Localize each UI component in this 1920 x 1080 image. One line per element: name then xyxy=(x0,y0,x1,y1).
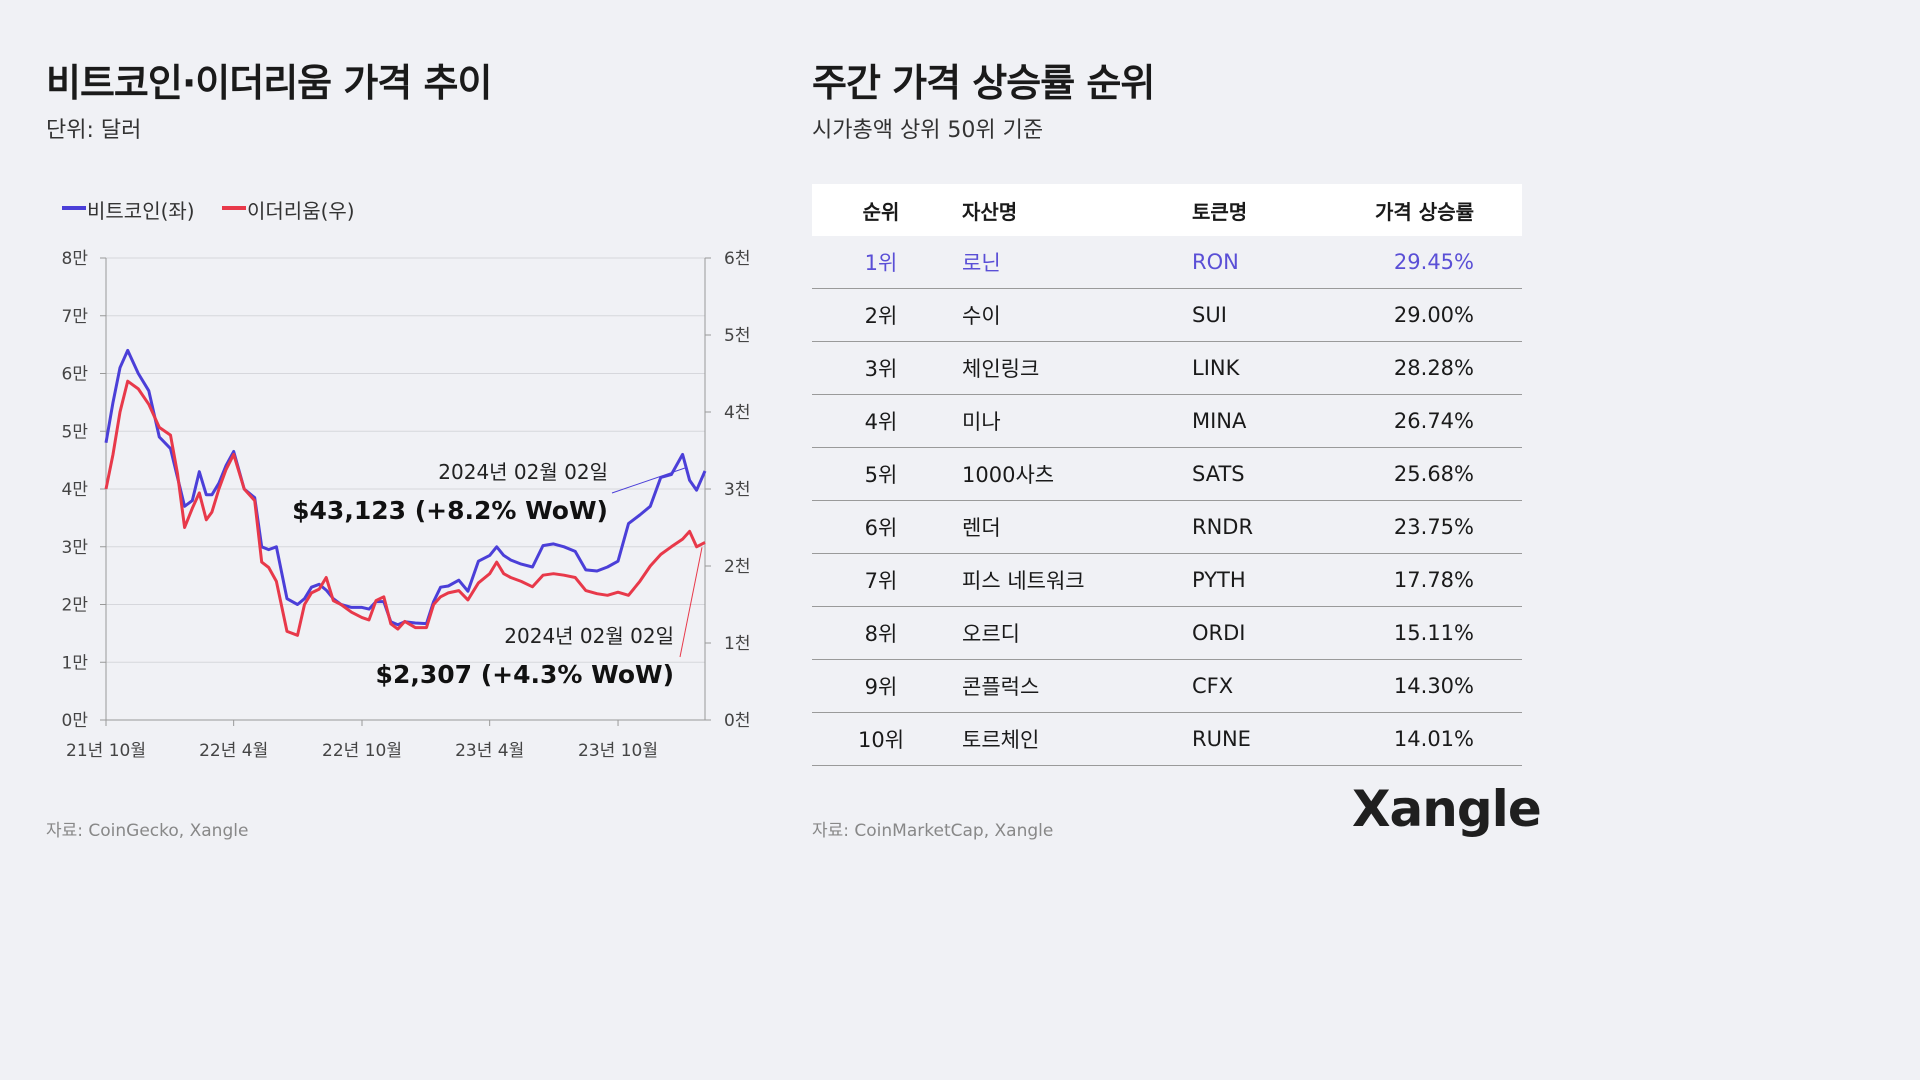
asset-cell: 렌더 xyxy=(962,516,1001,540)
btc-annotation-value: $43,123 (+8.2% WoW) xyxy=(292,496,608,525)
asset-cell: 토르체인 xyxy=(962,728,1040,752)
rank-cell: 1위 xyxy=(864,251,898,275)
token-cell: RUNE xyxy=(1192,727,1251,751)
asset-cell: 피스 네트워크 xyxy=(962,569,1085,593)
table-row: 4위 미나 MINA 26.74% xyxy=(812,395,1522,448)
token-cell: ORDI xyxy=(1192,621,1246,645)
token-cell: PYTH xyxy=(1192,568,1246,592)
y-right-tick-label: 6천 xyxy=(724,249,750,269)
table-row: 1위 로닌 RON 29.45% xyxy=(812,236,1522,289)
btc-leader-line xyxy=(611,467,686,494)
y-left-tick-label: 0만 xyxy=(62,711,89,731)
y-right-tick-label: 4천 xyxy=(724,403,750,423)
asset-cell: 미나 xyxy=(962,410,1001,434)
table-source: 자료: CoinMarketCap, Xangle xyxy=(812,821,1054,841)
asset-cell: 수이 xyxy=(962,304,1001,328)
change-cell: 29.00% xyxy=(1393,303,1474,327)
token-cell: SATS xyxy=(1192,462,1245,486)
y-left-tick-label: 8만 xyxy=(62,249,89,269)
chart-subtitle: 단위: 달러 xyxy=(46,118,142,143)
y-left-tick-label: 3만 xyxy=(62,538,89,558)
eth-annotation-date: 2024년 02월 02일 xyxy=(504,624,674,648)
y-right-tick-label: 2천 xyxy=(724,557,750,577)
x-tick-label: 22년 10월 xyxy=(322,741,402,761)
table-row: 6위 렌더 RNDR 23.75% xyxy=(812,501,1522,554)
table-row: 8위 오르디 ORDI 15.11% xyxy=(812,607,1522,660)
table-row: 5위 1000사츠 SATS 25.68% xyxy=(812,448,1522,501)
asset-cell: 콘플럭스 xyxy=(962,675,1040,699)
ranking-table: 순위 자산명 토큰명 가격 상승률 1위 로닌 RON 29.45% 2위 수이 SUI 29… xyxy=(812,184,1522,766)
table-row: 7위 피스 네트워크 PYTH 17.78% xyxy=(812,554,1522,607)
change-cell: 14.30% xyxy=(1393,674,1474,698)
x-tick-label: 21년 10월 xyxy=(66,741,146,761)
rank-cell: 5위 xyxy=(864,463,898,487)
y-right-tick-label: 3천 xyxy=(724,480,750,500)
btc-line xyxy=(104,348,707,627)
rank-cell: 7위 xyxy=(864,569,898,593)
eth-annotation-value: $2,307 (+4.3% WoW) xyxy=(376,660,674,689)
rank-cell: 2위 xyxy=(864,304,898,328)
col-asset: 자산명 xyxy=(962,199,1018,224)
table-row: 10위 토르체인 RUNE 14.01% xyxy=(812,713,1522,766)
change-cell: 25.68% xyxy=(1393,462,1474,486)
y-left-tick-label: 5만 xyxy=(62,422,89,442)
y-right-tick-label: 5천 xyxy=(724,326,750,346)
legend-label: 비트코인(좌) xyxy=(87,199,195,223)
chart-title: 비트코인·이더리움 가격 추이 xyxy=(46,61,492,105)
change-cell: 29.45% xyxy=(1393,250,1474,274)
table-title: 주간 가격 상승률 순위 xyxy=(812,61,1155,105)
asset-cell: 오르디 xyxy=(962,622,1020,646)
token-cell: RNDR xyxy=(1192,515,1254,539)
y-right-tick-label: 0천 xyxy=(724,711,750,731)
x-tick-label: 23년 4월 xyxy=(455,741,524,761)
eth-leader-line xyxy=(679,547,703,658)
y-left-tick-label: 7만 xyxy=(62,307,89,327)
btc-annotation-date: 2024년 02월 02일 xyxy=(438,460,608,484)
token-cell: MINA xyxy=(1192,409,1247,433)
rank-cell: 10위 xyxy=(857,728,905,752)
token-cell: LINK xyxy=(1192,356,1240,380)
asset-cell: 1000사츠 xyxy=(962,463,1055,487)
change-cell: 14.01% xyxy=(1393,727,1474,751)
change-cell: 23.75% xyxy=(1393,515,1474,539)
y-left-tick-label: 6만 xyxy=(62,365,89,385)
token-cell: RON xyxy=(1192,250,1239,274)
change-cell: 28.28% xyxy=(1393,356,1474,380)
asset-cell: 로닌 xyxy=(962,251,1001,275)
y-left-tick-label: 1만 xyxy=(62,653,89,673)
table-row: 3위 체인링크 LINK 28.28% xyxy=(812,342,1522,395)
col-token: 토큰명 xyxy=(1192,199,1248,224)
eth-line xyxy=(104,379,706,637)
token-cell: CFX xyxy=(1192,674,1234,698)
change-cell: 15.11% xyxy=(1393,621,1474,645)
col-rank: 순위 xyxy=(862,199,900,224)
xangle-logo: Xangle xyxy=(1352,780,1542,838)
x-tick-label: 23년 10월 xyxy=(578,741,658,761)
rank-cell: 9위 xyxy=(864,675,898,699)
token-cell: SUI xyxy=(1192,303,1227,327)
rank-cell: 6위 xyxy=(864,516,898,540)
rank-cell: 8위 xyxy=(864,622,898,646)
table-row: 9위 콘플럭스 CFX 14.30% xyxy=(812,660,1522,713)
y-left-tick-label: 4만 xyxy=(62,480,89,500)
legend-label: 이더리움(우) xyxy=(247,199,355,223)
col-change: 가격 상승률 xyxy=(1375,199,1474,224)
rank-cell: 3위 xyxy=(864,357,898,381)
change-cell: 26.74% xyxy=(1393,409,1474,433)
table-header: 순위 자산명 토큰명 가격 상승률 xyxy=(812,184,1522,236)
asset-cell: 체인링크 xyxy=(962,357,1040,381)
price-chart: 0만 1만 2만 3만 4만 5만 6만 7만 8만 0천 1천 2천 3천 4천 5천 6천 21년 10월 2… xyxy=(62,199,751,761)
change-cell: 17.78% xyxy=(1393,568,1474,592)
table-row: 2위 수이 SUI 29.00% xyxy=(812,289,1522,342)
rank-cell: 4위 xyxy=(864,410,898,434)
chart-source: 자료: CoinGecko, Xangle xyxy=(46,821,249,841)
table-subtitle: 시가총액 상위 50위 기준 xyxy=(812,118,1044,143)
y-left-tick-label: 2만 xyxy=(62,596,89,616)
x-tick-label: 22년 4월 xyxy=(199,741,268,761)
y-right-tick-label: 1천 xyxy=(724,634,750,654)
